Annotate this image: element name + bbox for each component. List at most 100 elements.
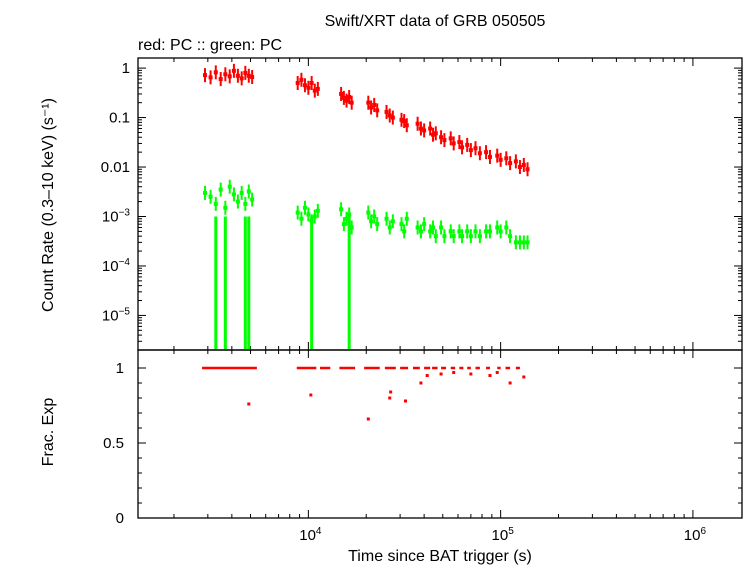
data-point xyxy=(521,240,526,245)
data-point xyxy=(513,240,518,245)
data-point xyxy=(312,214,317,219)
x-tick-label: 106 xyxy=(684,526,707,544)
data-point xyxy=(339,91,344,96)
data-point xyxy=(213,70,218,75)
top-y-axis-label: Count Rate (0.3–10 keV) (s⁻¹) xyxy=(40,98,57,312)
data-point xyxy=(495,153,500,158)
data-point xyxy=(339,207,344,212)
data-point xyxy=(418,126,423,131)
exposure-point xyxy=(508,381,512,385)
data-point xyxy=(302,205,307,210)
x-axis-label: Time since BAT trigger (s) xyxy=(348,548,532,565)
data-point xyxy=(448,229,453,234)
data-point xyxy=(384,216,389,221)
data-point xyxy=(250,197,255,202)
data-point xyxy=(439,225,444,230)
data-point xyxy=(477,234,482,239)
data-point xyxy=(468,234,473,239)
data-point xyxy=(375,108,380,113)
data-point xyxy=(295,80,300,85)
data-point xyxy=(375,222,380,227)
top-panel-frame xyxy=(137,57,743,351)
data-point xyxy=(487,154,492,159)
data-point xyxy=(487,229,492,234)
exposure-point xyxy=(439,372,443,376)
data-point xyxy=(428,229,433,234)
data-point xyxy=(387,225,392,230)
data-point xyxy=(484,229,489,234)
data-point xyxy=(227,74,232,79)
data-point xyxy=(442,138,447,143)
data-point xyxy=(246,73,251,78)
y-tick-label: 1 xyxy=(122,60,130,77)
data-point xyxy=(347,95,352,100)
data-point xyxy=(243,70,248,75)
y-tick-label: 0 xyxy=(116,510,124,527)
data-point xyxy=(473,146,478,151)
data-point xyxy=(484,150,489,155)
data-point xyxy=(231,68,236,73)
data-point xyxy=(347,212,352,217)
data-point xyxy=(517,165,522,170)
data-point xyxy=(387,113,392,118)
y-tick-label: 10−3 xyxy=(102,207,131,225)
data-point xyxy=(399,117,404,122)
exposure-point xyxy=(366,417,370,421)
exposure-point xyxy=(425,374,429,377)
data-point xyxy=(498,229,503,234)
data-point xyxy=(349,100,354,105)
exposure-point xyxy=(469,372,473,376)
exposure-point xyxy=(419,381,423,385)
data-point xyxy=(344,216,349,221)
exposure-point xyxy=(247,402,251,406)
data-point xyxy=(302,83,307,88)
data-point xyxy=(439,135,444,140)
data-point xyxy=(473,229,478,234)
data-point xyxy=(239,190,244,195)
data-point xyxy=(372,102,377,107)
y-tick-label: 0.01 xyxy=(101,159,130,176)
data-point xyxy=(428,126,433,131)
data-point xyxy=(504,225,509,230)
data-point xyxy=(448,136,453,141)
y-tick-label: 0.5 xyxy=(103,435,124,452)
data-point xyxy=(431,225,436,230)
exposure-point xyxy=(388,396,392,400)
data-point xyxy=(457,229,462,234)
data-point xyxy=(349,225,354,230)
data-point xyxy=(250,75,255,80)
data-point xyxy=(399,222,404,227)
data-point xyxy=(295,210,300,215)
data-point xyxy=(418,229,423,234)
data-point xyxy=(369,105,374,110)
y-tick-label: 1 xyxy=(116,360,124,377)
data-point xyxy=(218,187,223,192)
data-point xyxy=(202,73,207,78)
data-point xyxy=(213,201,218,206)
data-point xyxy=(431,132,436,137)
data-point xyxy=(223,205,228,210)
exposure-point xyxy=(403,399,407,403)
data-point xyxy=(218,77,223,82)
data-point xyxy=(235,73,240,78)
data-point xyxy=(231,192,236,197)
data-point xyxy=(227,184,232,189)
data-point xyxy=(433,234,438,239)
data-point xyxy=(402,119,407,124)
data-point xyxy=(460,234,465,239)
bottom-y-axis-label: Frac. Exp xyxy=(40,398,57,467)
exposure-point xyxy=(389,390,393,394)
data-point xyxy=(521,162,526,167)
data-point xyxy=(390,115,395,120)
data-point xyxy=(344,98,349,103)
data-point xyxy=(306,212,311,217)
exposure-point xyxy=(522,375,526,379)
data-point xyxy=(202,190,207,195)
data-point xyxy=(315,86,320,91)
data-point xyxy=(525,240,530,245)
fraction-exposure-panel: 1 0.5 0 104 105 106 xyxy=(103,349,743,544)
data-point xyxy=(465,142,470,147)
data-point xyxy=(299,77,304,82)
y-tick-label: 0.1 xyxy=(109,110,130,127)
data-point xyxy=(517,240,522,245)
